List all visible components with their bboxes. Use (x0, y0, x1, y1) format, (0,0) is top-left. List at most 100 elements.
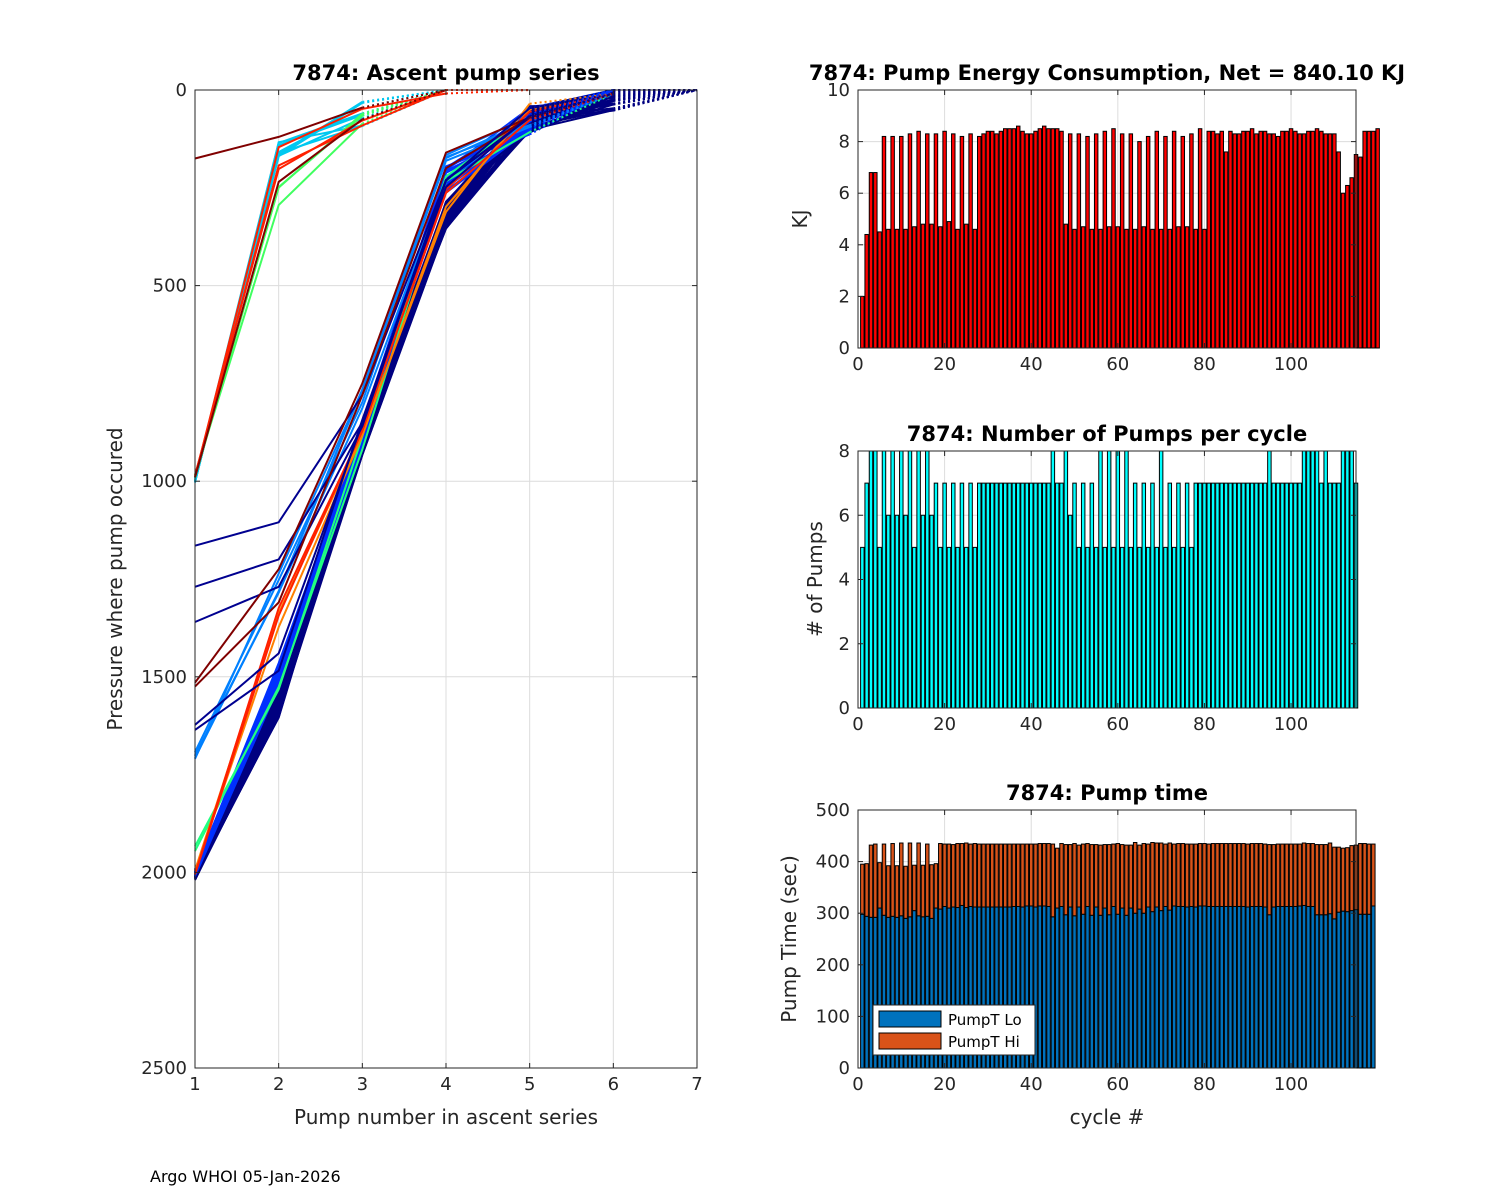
pumpt-hi-bar (1154, 842, 1160, 908)
legend-swatch-pumpt-lo (878, 1010, 942, 1028)
pumpt-hi-bar (925, 843, 930, 917)
pumps-bar (1003, 482, 1008, 709)
y-tick-label: 500 (816, 800, 850, 821)
pumps-bar (1076, 546, 1082, 709)
pumps-bar (1171, 546, 1177, 709)
pumps-bar (1267, 450, 1272, 709)
energy-bar (925, 133, 930, 349)
ascent-series-tail (529, 89, 614, 136)
x-tick-label: 60 (1106, 1074, 1129, 1095)
ascent-lines (194, 89, 698, 881)
ascent-series-line (194, 107, 531, 726)
pumps-bar (1024, 482, 1030, 709)
pumpt-lo-bar (1271, 906, 1276, 1069)
pumps-bar (899, 450, 904, 709)
pumpt-hi-bar (1332, 846, 1337, 920)
energy-bar (1362, 130, 1367, 349)
pumpt-hi-bar (1093, 844, 1099, 908)
y-tick-label: 8 (839, 132, 850, 153)
energy-bar (1141, 226, 1147, 349)
energy-bar (1262, 130, 1268, 349)
pumptime-xlabel: cycle # (1070, 1105, 1145, 1129)
pumpt-lo-bar (1063, 914, 1069, 1069)
pumps-bar (1254, 482, 1259, 709)
energy-bar (1236, 133, 1242, 349)
pumpt-hi-bar (1210, 843, 1216, 907)
pumps-bar (1085, 546, 1090, 709)
pumpt-lo-bar (1245, 906, 1250, 1069)
pumpt-hi-bar (886, 865, 891, 918)
pumps-bar (1141, 482, 1147, 709)
x-tick-label: 80 (1193, 1074, 1216, 1095)
pumpt-hi-bar (1089, 844, 1095, 916)
pumpt-lo-bar (1293, 905, 1298, 1069)
pumpt-lo-bar (1180, 905, 1186, 1069)
pumps-bar (1327, 482, 1333, 709)
ascent-series-tail (613, 89, 698, 98)
y-tick-label: 0 (839, 1058, 850, 1079)
ascent-xlabel: Pump number in ascent series (294, 1105, 598, 1129)
pumpt-hi-bar (938, 843, 943, 910)
pumpt-hi-bar (1184, 843, 1190, 908)
energy-bar (1089, 228, 1095, 349)
pumpt-lo-bar (1106, 914, 1112, 1069)
pumpt-hi-bar (955, 843, 960, 909)
energy-bar (1223, 151, 1229, 349)
pumps-bar (1067, 514, 1073, 709)
pumps-bar (998, 482, 1004, 709)
pumpt-hi-bar (907, 842, 913, 918)
pumpt-lo-bar (1041, 905, 1047, 1069)
y-tick-label: 2500 (141, 1058, 187, 1079)
pumptime-ylabel: Pump Time (sec) (777, 855, 801, 1023)
pumpt-hi-bar (1193, 843, 1199, 908)
pumpt-hi-bar (1111, 843, 1116, 907)
pumps-bar (1340, 450, 1346, 709)
pumps-bar (1102, 546, 1108, 709)
pumpt-hi-bar (1249, 843, 1255, 907)
pumpt-hi-bar (868, 844, 874, 918)
pumptime-legend: PumpT Lo PumpT Hi (872, 1004, 1036, 1056)
pumpt-hi-bar (951, 844, 956, 908)
legend-label-pumpt-lo: PumpT Lo (948, 1011, 1022, 1029)
pumpt-lo-bar (1219, 905, 1224, 1069)
pumpt-lo-bar (1275, 905, 1281, 1069)
pumpt-hi-bar (985, 843, 991, 908)
energy-bar (1345, 184, 1350, 349)
pumps-bar (1080, 482, 1086, 709)
energy-bar (1258, 130, 1263, 349)
ascent-series-line (194, 106, 363, 160)
pumps-bar (881, 450, 887, 709)
pumpt-hi-bar (864, 863, 869, 917)
pumpt-lo-bar (1345, 911, 1350, 1069)
ascent-series-line (194, 118, 363, 478)
pumpt-hi-bar (1271, 844, 1276, 908)
pumps-bar (1197, 482, 1203, 709)
pumpt-lo-bar (1327, 913, 1333, 1069)
pumps-bar (985, 482, 991, 709)
pumpt-hi-bar (916, 842, 921, 917)
pumpt-lo-bar (1132, 912, 1138, 1069)
pumps-bar (873, 450, 878, 709)
x-tick-label: 0 (852, 354, 863, 375)
energy-bar (981, 133, 986, 349)
ascent-ticks: 1 2 3 4 5 6 7 0 500 1000 1500 2000 2500 (141, 80, 703, 1095)
pumpt-hi-bar (1206, 843, 1211, 907)
pumpt-lo-bar (1284, 905, 1289, 1069)
pumps-bar (1093, 546, 1099, 709)
pumpt-lo-bar (1288, 905, 1294, 1069)
pumps-bar (1314, 450, 1320, 709)
pumpt-lo-bar (1059, 905, 1064, 1069)
pumpt-hi-bar (920, 864, 926, 918)
energy-bar (1206, 130, 1211, 349)
pumpt-hi-bar (1284, 843, 1289, 907)
pumpt-hi-bar (1241, 843, 1246, 907)
ascent-series-line (194, 116, 531, 684)
pumps-bar (925, 450, 930, 709)
energy-bar (1028, 133, 1034, 349)
pumpt-hi-bar (1024, 843, 1030, 907)
energy-bar (1371, 130, 1376, 349)
energy-bar (985, 130, 991, 349)
pumps-bar (1275, 482, 1281, 709)
energy-bar (1111, 128, 1116, 349)
pumpt-lo-bar (1249, 905, 1255, 1069)
